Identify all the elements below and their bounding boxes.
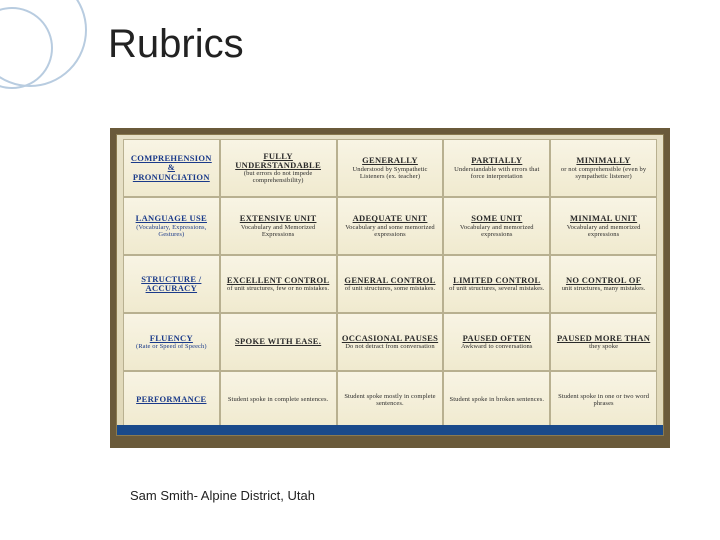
rubric-level-sub: they spoke — [589, 343, 618, 350]
rubric-level-head: Some Unit — [471, 214, 522, 223]
rubric-category-cell: Structure / Accuracy — [123, 255, 220, 313]
rubric-level-cell: Some UnitVocabulary and memorized expres… — [443, 197, 550, 255]
rubric-level-cell: Student spoke in complete sentences. — [220, 371, 337, 429]
rubric-level-cell: Excellent controlof unit structures, few… — [220, 255, 337, 313]
rubric-level-cell: Paused OftenAwkward to conversations — [443, 313, 550, 371]
rubric-category-head: Structure / Accuracy — [128, 275, 215, 294]
rubric-level-head: Extensive Unit — [240, 214, 317, 223]
rubric-level-sub: Vocabulary and memorized expressions — [555, 224, 652, 238]
rubric-category-sub: (Rate or Speed of Speech) — [136, 343, 207, 350]
rubric-level-sub: Student spoke in one or two word phrases — [555, 393, 652, 407]
rubric-level-cell: General controlof unit structures, some … — [337, 255, 444, 313]
rubric-category-head: Fluency — [150, 334, 193, 343]
rubric-level-sub: Vocabulary and Memorized Expressions — [225, 224, 332, 238]
rubric-level-head: Adequate Unit — [353, 214, 428, 223]
rubric-level-cell: Extensive UnitVocabulary and Memorized E… — [220, 197, 337, 255]
rubric-level-cell: Occasional PausesDo not detract from con… — [337, 313, 444, 371]
rubric-level-sub: of unit structures, several mistakes. — [449, 285, 544, 292]
rubric-category-cell: Performance — [123, 371, 220, 429]
rubric-category-sub: (Vocabulary, Expressions, Gestures) — [128, 224, 215, 238]
rubric-level-cell: Fully Understandable(but errors do not i… — [220, 139, 337, 197]
rubric-level-cell: GenerallyUnderstood by Sympathetic Liste… — [337, 139, 444, 197]
rubric-level-cell: Spoke with ease. — [220, 313, 337, 371]
rubric-category-cell: Language Use(Vocabulary, Expressions, Ge… — [123, 197, 220, 255]
rubric-level-sub: Vocabulary and memorized expressions — [448, 224, 545, 238]
rubric-level-cell: Student spoke in one or two word phrases — [550, 371, 657, 429]
rubric-photo-frame: Comprehension & PronunciationFully Under… — [110, 128, 670, 448]
rubric-level-sub: of unit structures, some mistakes. — [345, 285, 435, 292]
rubric-level-head: Generally — [362, 156, 418, 165]
rubric-level-head: General control — [344, 276, 435, 285]
rubric-level-head: Excellent control — [227, 276, 329, 285]
rubric-level-cell: Minimal UnitVocabulary and memorized exp… — [550, 197, 657, 255]
rubric-level-cell: PartiallyUnderstandable with errors that… — [443, 139, 550, 197]
rubric-level-head: Partially — [471, 156, 522, 165]
corner-ornament — [0, 0, 100, 100]
rubric-level-cell: Limited controlof unit structures, sever… — [443, 255, 550, 313]
rubric-category-cell: Fluency(Rate or Speed of Speech) — [123, 313, 220, 371]
rubric-level-head: Minimally — [576, 156, 630, 165]
rubric-level-head: Limited control — [453, 276, 540, 285]
rubric-level-sub: Vocabulary and some memorized expression… — [342, 224, 439, 238]
rubric-category-head: Comprehension & Pronunciation — [128, 154, 215, 182]
rubric-level-head: Paused Often — [463, 334, 531, 343]
rubric-level-sub: Student spoke in broken sentences. — [450, 396, 545, 403]
rubric-level-cell: Paused more thanthey spoke — [550, 313, 657, 371]
rubric-level-head: No control of — [566, 276, 641, 285]
rubric-level-sub: of unit structures, few or no mistakes. — [227, 285, 329, 292]
rubric-level-cell: Adequate UnitVocabulary and some memoriz… — [337, 197, 444, 255]
rubric-category-cell: Comprehension & Pronunciation — [123, 139, 220, 197]
rubric-level-cell: Student spoke mostly in complete sentenc… — [337, 371, 444, 429]
whiteboard-surface: Comprehension & PronunciationFully Under… — [116, 134, 664, 436]
blue-strip — [117, 425, 663, 435]
rubric-grid: Comprehension & PronunciationFully Under… — [123, 139, 657, 429]
rubric-level-cell: No control ofunit structures, many mista… — [550, 255, 657, 313]
rubric-level-cell: Student spoke in broken sentences. — [443, 371, 550, 429]
rubric-level-head: Spoke with ease. — [235, 337, 321, 346]
rubric-level-head: Occasional Pauses — [342, 334, 438, 343]
rubric-level-head: Fully Understandable — [225, 152, 332, 171]
rubric-level-head: Minimal Unit — [570, 214, 637, 223]
rubric-level-sub: Awkward to conversations — [461, 343, 532, 350]
rubric-level-sub: Understandable with errors that force in… — [448, 166, 545, 180]
rubric-level-head: Paused more than — [557, 334, 650, 343]
rubric-level-sub: Understood by Sympathetic Listeners (ex.… — [342, 166, 439, 180]
rubric-level-sub: or not comprehensible (even by sympathet… — [555, 166, 652, 180]
slide-title: Rubrics — [108, 22, 244, 67]
photo-caption: Sam Smith- Alpine District, Utah — [130, 488, 315, 503]
rubric-category-head: Language Use — [136, 214, 207, 223]
rubric-level-sub: unit structures, many mistakes. — [562, 285, 646, 292]
rubric-level-sub: Do not detract from conversation — [345, 343, 434, 350]
rubric-level-sub: Student spoke in complete sentences. — [228, 396, 329, 403]
rubric-level-sub: (but errors do not impede comprehensibil… — [225, 170, 332, 184]
rubric-level-cell: Minimallyor not comprehensible (even by … — [550, 139, 657, 197]
rubric-category-head: Performance — [136, 395, 206, 404]
rubric-level-sub: Student spoke mostly in complete sentenc… — [342, 393, 439, 407]
